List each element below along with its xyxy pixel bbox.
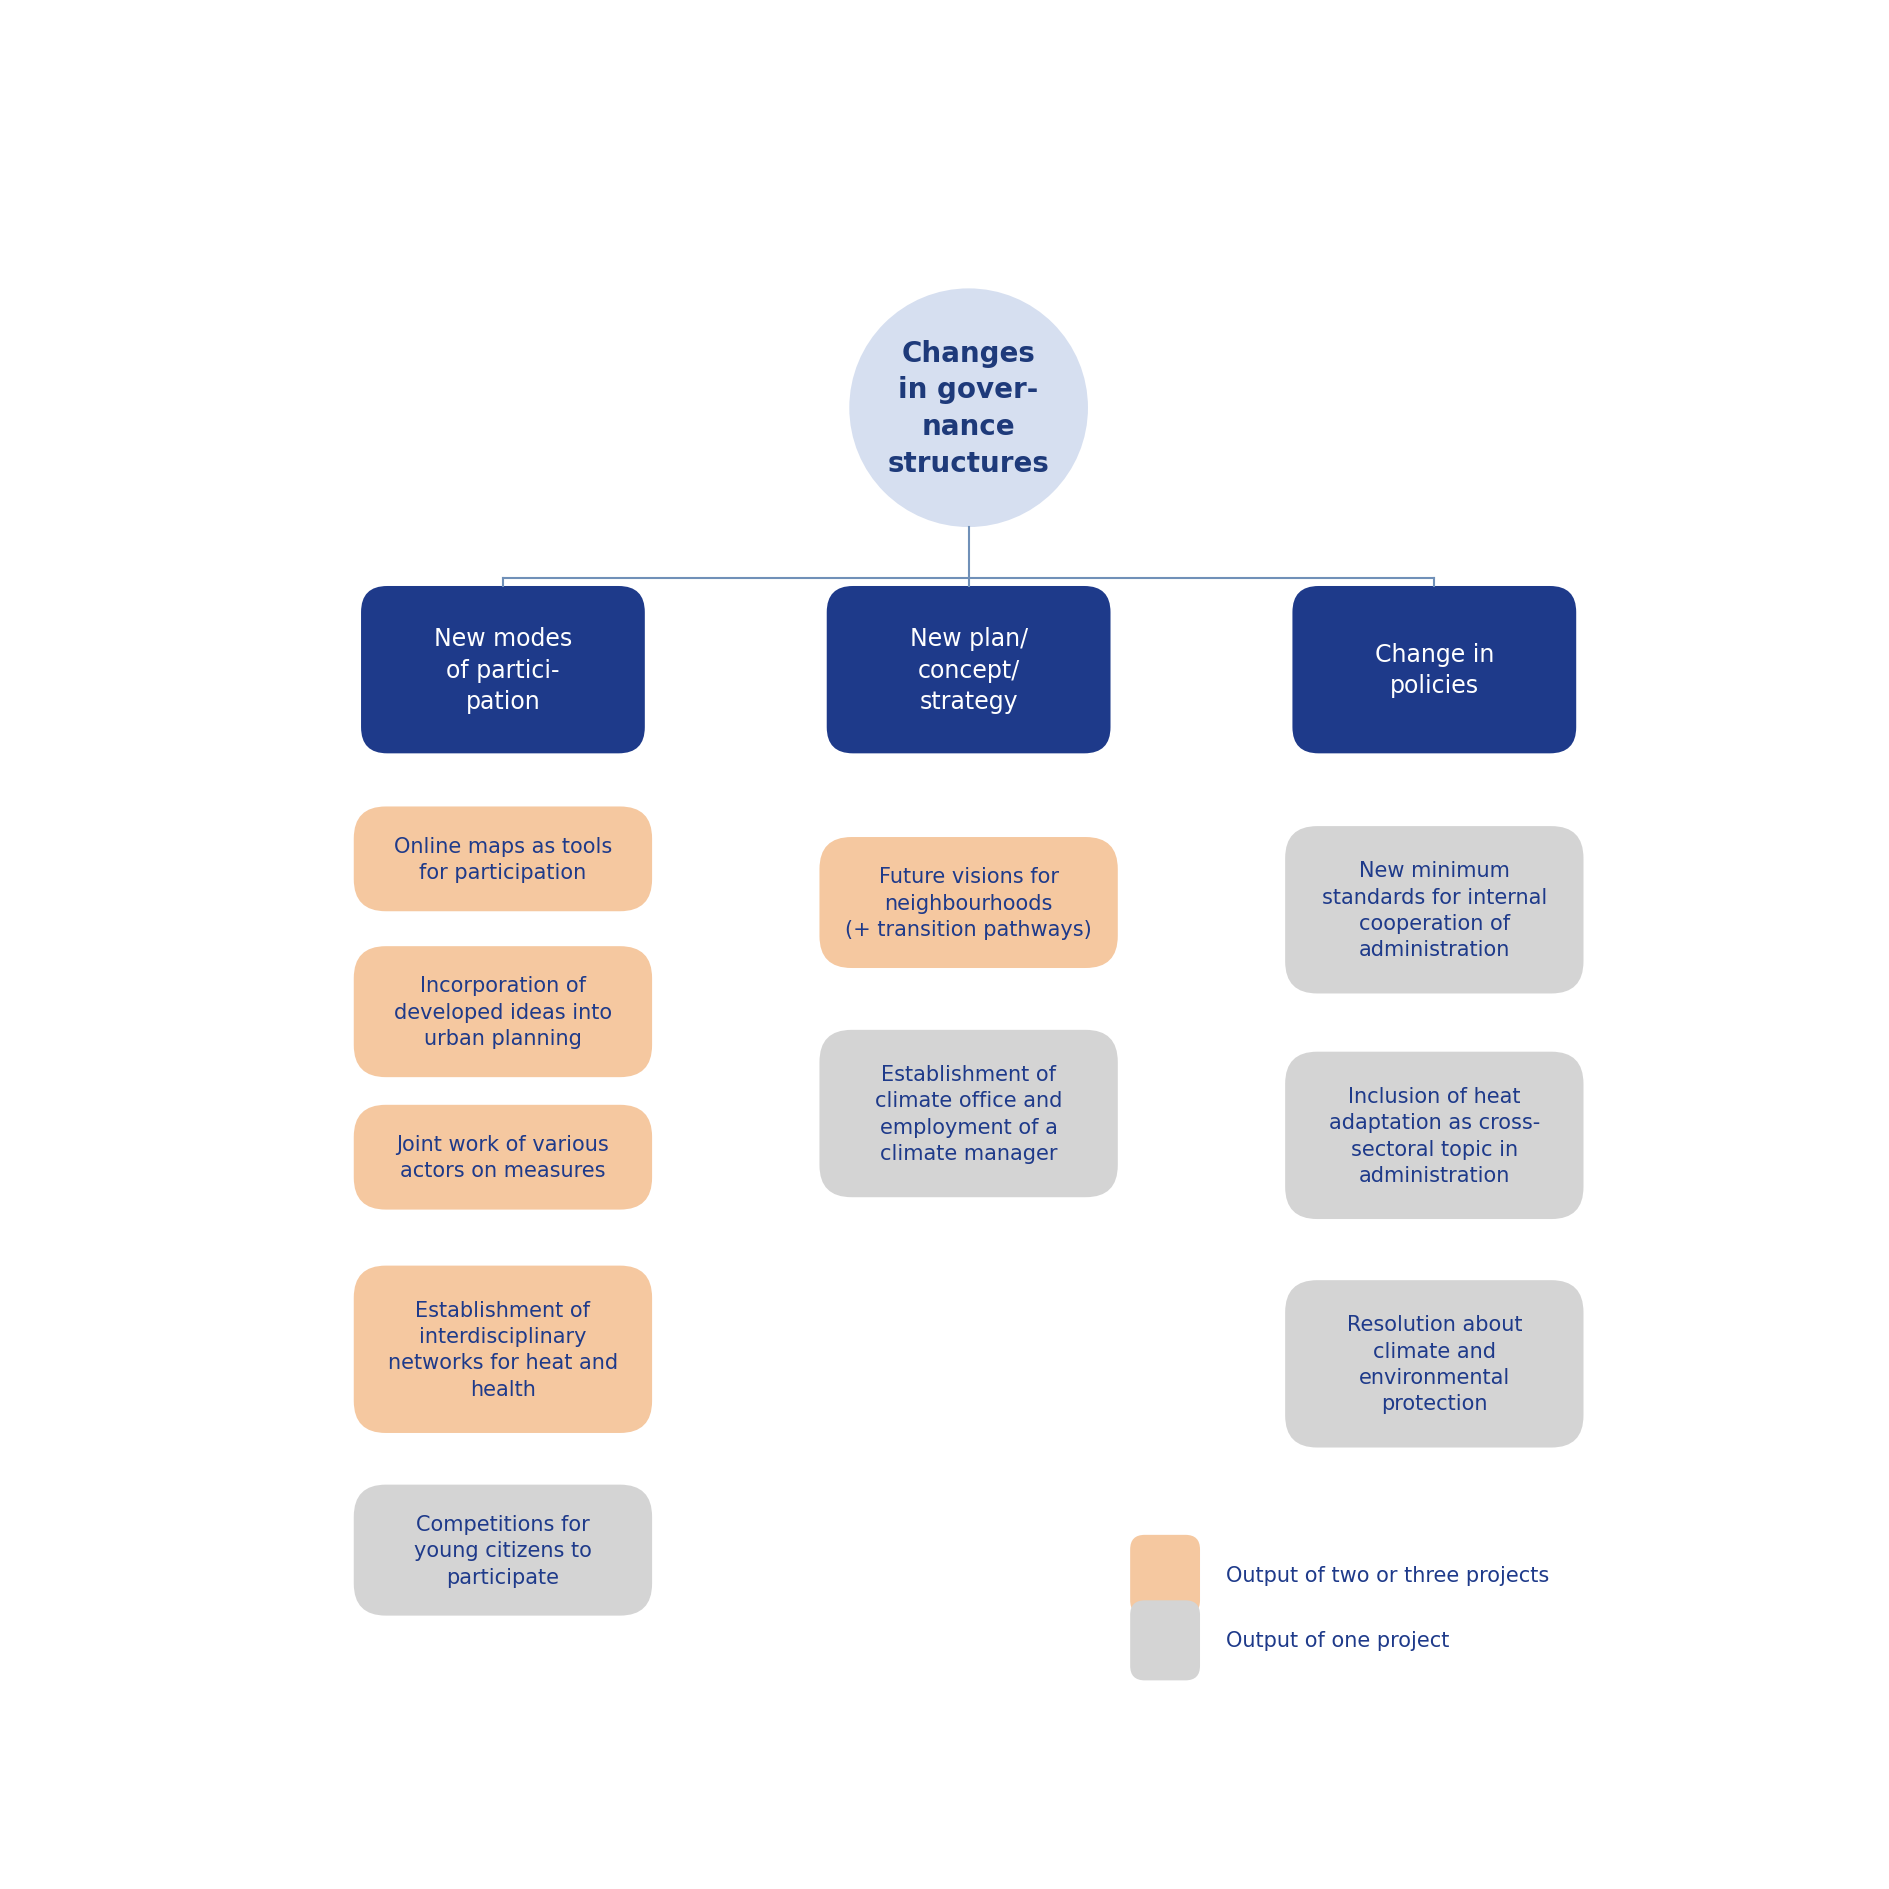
FancyBboxPatch shape [353, 946, 652, 1077]
Text: Output of two or three projects: Output of two or three projects [1226, 1564, 1549, 1585]
Text: Future visions for
neighbourhoods
(+ transition pathways): Future visions for neighbourhoods (+ tra… [844, 867, 1092, 939]
FancyBboxPatch shape [825, 587, 1111, 754]
Text: Resolution about
climate and
environmental
protection: Resolution about climate and environment… [1345, 1315, 1521, 1413]
FancyBboxPatch shape [353, 1266, 652, 1434]
Text: New modes
of partici-
pation: New modes of partici- pation [434, 627, 572, 714]
FancyBboxPatch shape [361, 587, 644, 754]
FancyBboxPatch shape [353, 807, 652, 912]
FancyBboxPatch shape [1130, 1600, 1200, 1681]
Text: Online maps as tools
for participation: Online maps as tools for participation [393, 837, 612, 882]
FancyBboxPatch shape [353, 1105, 652, 1211]
Text: Changes
in gover-
nance
structures: Changes in gover- nance structures [888, 340, 1048, 478]
FancyBboxPatch shape [1292, 587, 1575, 754]
FancyBboxPatch shape [820, 837, 1116, 969]
Text: New plan/
concept/
strategy: New plan/ concept/ strategy [909, 627, 1028, 714]
Text: Establishment of
interdisciplinary
networks for heat and
health: Establishment of interdisciplinary netwo… [387, 1300, 618, 1400]
Text: Inclusion of heat
adaptation as cross-
sectoral topic in
administration: Inclusion of heat adaptation as cross- s… [1328, 1086, 1540, 1184]
FancyBboxPatch shape [1130, 1536, 1200, 1615]
Text: Competitions for
young citizens to
participate: Competitions for young citizens to parti… [414, 1513, 591, 1587]
FancyBboxPatch shape [1285, 1052, 1583, 1220]
Text: Incorporation of
developed ideas into
urban planning: Incorporation of developed ideas into ur… [393, 977, 612, 1048]
FancyBboxPatch shape [353, 1485, 652, 1615]
Text: New minimum
standards for internal
cooperation of
administration: New minimum standards for internal coope… [1320, 861, 1545, 960]
FancyBboxPatch shape [820, 1030, 1116, 1198]
Text: Establishment of
climate office and
employment of a
climate manager: Establishment of climate office and empl… [875, 1064, 1062, 1164]
Text: Output of one project: Output of one project [1226, 1630, 1449, 1651]
Text: Change in
policies: Change in policies [1373, 642, 1492, 699]
Text: Joint work of various
actors on measures: Joint work of various actors on measures [397, 1135, 608, 1181]
FancyBboxPatch shape [1285, 1281, 1583, 1447]
FancyBboxPatch shape [1285, 827, 1583, 994]
Circle shape [848, 289, 1088, 527]
